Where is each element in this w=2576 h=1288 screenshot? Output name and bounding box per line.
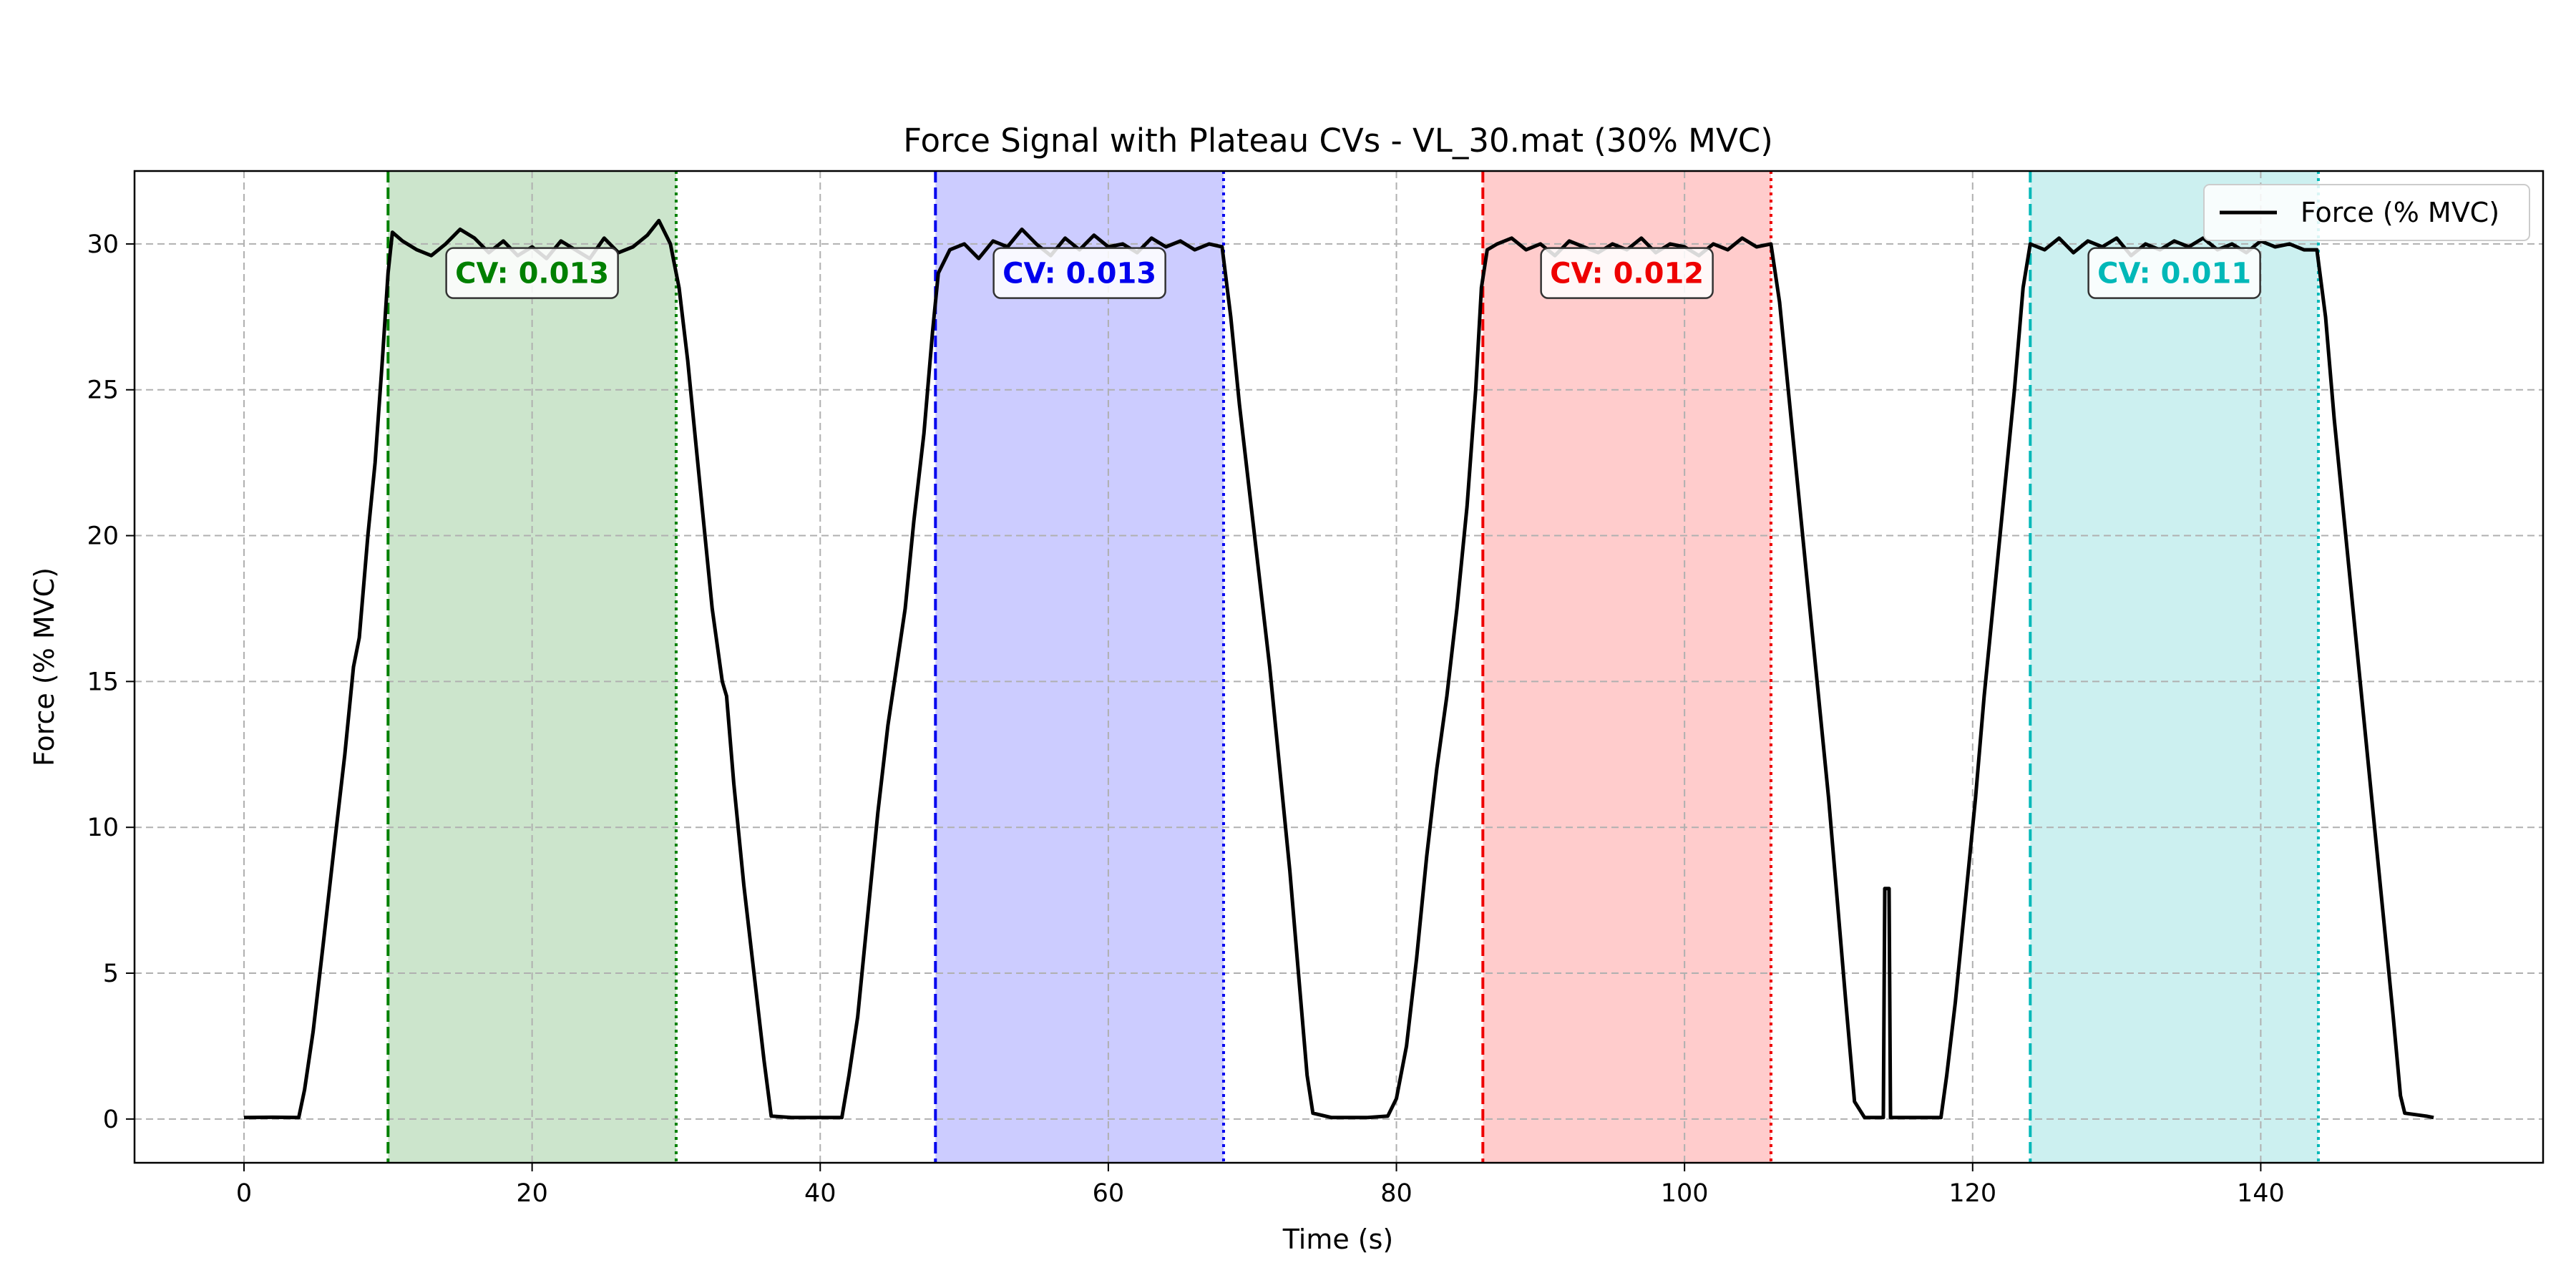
plateau-region-2 xyxy=(935,171,1224,1163)
x-tick-label: 120 xyxy=(1948,1179,1996,1208)
cv-label-3: CV: 0.012 xyxy=(1550,258,1704,291)
x-axis-label: Time (s) xyxy=(1282,1224,1394,1255)
cv-label-2: CV: 0.013 xyxy=(1002,258,1156,291)
y-tick-label: 0 xyxy=(103,1106,119,1134)
y-tick-label: 5 xyxy=(103,960,119,988)
x-tick-label: 60 xyxy=(1093,1179,1125,1208)
y-tick-label: 15 xyxy=(87,668,119,696)
legend-box xyxy=(2203,184,2530,241)
cv-label-1: CV: 0.013 xyxy=(455,258,609,291)
y-tick-label: 10 xyxy=(87,814,119,842)
y-tick-label: 25 xyxy=(87,376,119,405)
plateau-region-4 xyxy=(2030,171,2318,1163)
plateau-region-3 xyxy=(1483,171,1771,1163)
y-tick-label: 20 xyxy=(87,522,119,551)
cv-label-box-4 xyxy=(2087,247,2261,299)
x-tick-label: 0 xyxy=(236,1179,252,1208)
legend: Force (% MVC) xyxy=(2203,184,2530,241)
x-tick-label: 40 xyxy=(804,1179,836,1208)
cv-label-box-1 xyxy=(445,247,619,299)
y-tick-label: 30 xyxy=(87,230,119,259)
force-series-line xyxy=(243,218,2434,1120)
x-tick-label: 80 xyxy=(1380,1179,1413,1208)
x-tick-label: 20 xyxy=(516,1179,548,1208)
x-tick-label: 140 xyxy=(2237,1179,2285,1208)
cv-label-box-3 xyxy=(1540,247,1714,299)
legend-label: Force (% MVC) xyxy=(2301,197,2499,228)
x-tick-label: 100 xyxy=(1661,1179,1709,1208)
plot-area-frame xyxy=(133,170,2545,1164)
y-axis-label: Force (% MVC) xyxy=(29,567,60,766)
cv-label-box-2 xyxy=(992,247,1166,299)
chart-title: Force Signal with Plateau CVs - VL_30.ma… xyxy=(903,122,1773,160)
cv-label-4: CV: 0.011 xyxy=(2097,258,2251,291)
